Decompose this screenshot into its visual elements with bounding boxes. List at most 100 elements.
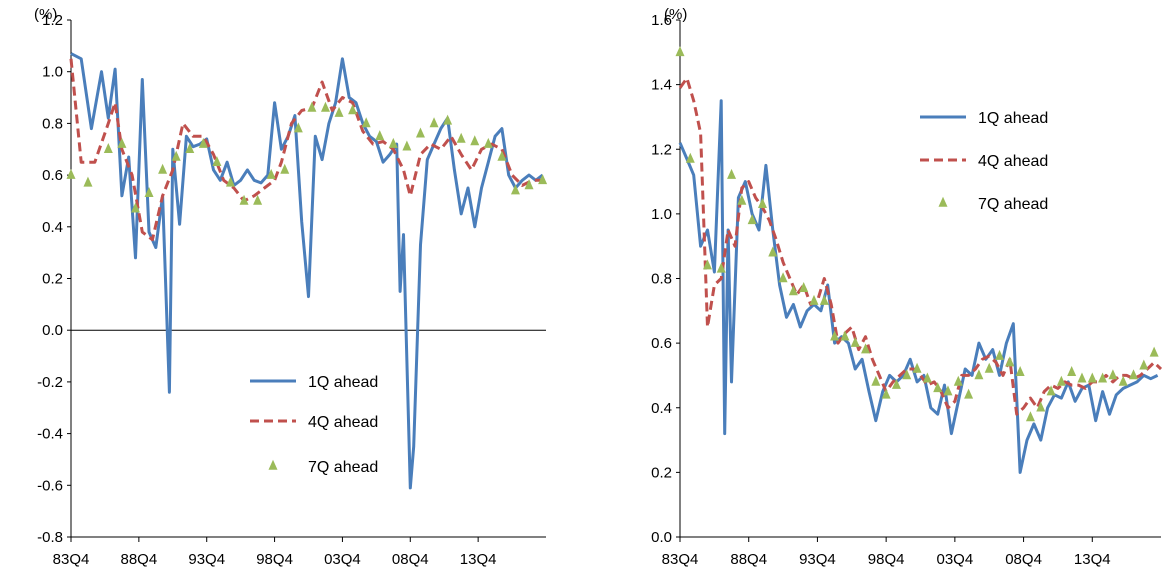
marker-point	[984, 362, 994, 373]
marker-point	[483, 137, 493, 148]
series-line	[70, 52, 544, 490]
marker-point	[727, 168, 737, 179]
marker-point	[768, 246, 778, 257]
x-tick-label: 83Q4	[53, 551, 90, 568]
marker-point	[799, 281, 809, 292]
marker-point	[788, 285, 798, 296]
legend-marker	[268, 459, 278, 470]
marker-point	[1118, 375, 1128, 386]
y-tick-label: 0.2	[42, 271, 63, 288]
marker-point	[212, 155, 222, 166]
marker-point	[933, 382, 943, 393]
y-tick-label: 0.0	[42, 322, 63, 339]
y-tick-label: 1.4	[651, 77, 672, 94]
unit-label: (%)	[34, 6, 57, 23]
marker-point	[840, 330, 850, 341]
marker-point	[809, 294, 819, 305]
y-tick-label: 0.4	[42, 219, 63, 236]
x-tick-label: 13Q4	[460, 551, 497, 568]
marker-point	[253, 194, 263, 205]
y-tick-label: 1.2	[42, 12, 63, 29]
marker-point	[1077, 372, 1087, 383]
marker-point	[293, 122, 303, 133]
marker-point	[964, 388, 974, 399]
y-tick-label: -0.8	[37, 529, 63, 546]
marker-point	[66, 168, 76, 179]
marker-point	[185, 143, 195, 154]
marker-point	[375, 130, 385, 141]
marker-point	[1129, 369, 1139, 380]
marker-point	[702, 259, 712, 270]
marker-point	[117, 137, 127, 148]
legend-label: 1Q ahead	[978, 110, 1048, 127]
marker-point	[538, 174, 548, 185]
marker-point	[198, 137, 208, 148]
legend-label: 4Q ahead	[978, 153, 1048, 170]
legend-label: 7Q ahead	[308, 459, 378, 476]
marker-point	[456, 132, 466, 143]
y-tick-label: 0.4	[651, 400, 672, 417]
marker-point	[871, 375, 881, 386]
y-tick-label: 1.6	[651, 12, 672, 29]
marker-point	[144, 186, 154, 197]
marker-point	[130, 202, 140, 213]
x-tick-label: 13Q4	[1074, 551, 1111, 568]
legend: 1Q ahead 4Q ahead 7Q ahead	[250, 374, 378, 476]
legend-marker	[938, 196, 948, 207]
marker-point	[239, 194, 249, 205]
marker-point	[83, 176, 93, 187]
marker-point	[902, 369, 912, 380]
marker-point	[1036, 401, 1046, 412]
x-tick-label: 93Q4	[799, 551, 836, 568]
x-tick-label: 83Q4	[662, 551, 699, 568]
marker-point	[830, 330, 840, 341]
y-tick-label: 1.2	[651, 141, 672, 158]
marker-point	[1025, 411, 1035, 422]
marker-point	[881, 388, 891, 399]
marker-point	[307, 101, 317, 112]
series-line	[678, 99, 1159, 474]
marker-point	[757, 197, 767, 208]
x-tick-label: 98Q4	[868, 551, 905, 568]
marker-point	[819, 294, 829, 305]
x-tick-label: 08Q4	[392, 551, 429, 568]
marker-point	[1087, 372, 1097, 383]
marker-point	[1056, 375, 1066, 386]
marker-point	[443, 114, 453, 125]
marker-point	[225, 176, 235, 187]
marker-point	[470, 135, 480, 146]
series-line-dashed	[678, 76, 1162, 416]
y-tick-label: 1.0	[651, 206, 672, 223]
marker-point	[1149, 346, 1159, 357]
y-tick-label: 0.8	[42, 115, 63, 132]
marker-point	[922, 372, 932, 383]
marker-point	[1067, 366, 1077, 377]
marker-point	[716, 262, 726, 273]
legend-label: 7Q ahead	[978, 196, 1048, 213]
legend: 1Q ahead 4Q ahead 7Q ahead	[920, 110, 1048, 213]
marker-point	[497, 150, 507, 161]
series-line-dashed	[69, 58, 543, 242]
x-tick-label: 03Q4	[324, 551, 361, 568]
marker-point	[737, 194, 747, 205]
marker-point	[1046, 385, 1056, 396]
marker-point	[1108, 369, 1118, 380]
marker-point	[388, 137, 398, 148]
marker-point	[675, 46, 685, 57]
y-tick-label: 0.8	[651, 271, 672, 288]
x-tick-label: 88Q4	[730, 551, 767, 568]
marker-point	[1139, 359, 1149, 370]
marker-point	[912, 362, 922, 373]
marker-point	[1098, 372, 1108, 383]
y-tick-label: 1.0	[42, 64, 63, 81]
left-chart: -0.8 -0.6 -0.4 -0.2 0.0 0.2 0.4 0.6 0.8 1.0 1.2(%)…	[34, 6, 548, 568]
marker-point	[974, 369, 984, 380]
x-tick-label: 08Q4	[1005, 551, 1042, 568]
marker-point	[1005, 356, 1015, 367]
marker-point	[943, 385, 953, 396]
marker-point	[402, 140, 412, 151]
y-tick-label: 0.2	[651, 464, 672, 481]
legend-label: 1Q ahead	[308, 374, 378, 391]
x-tick-label: 98Q4	[256, 551, 293, 568]
